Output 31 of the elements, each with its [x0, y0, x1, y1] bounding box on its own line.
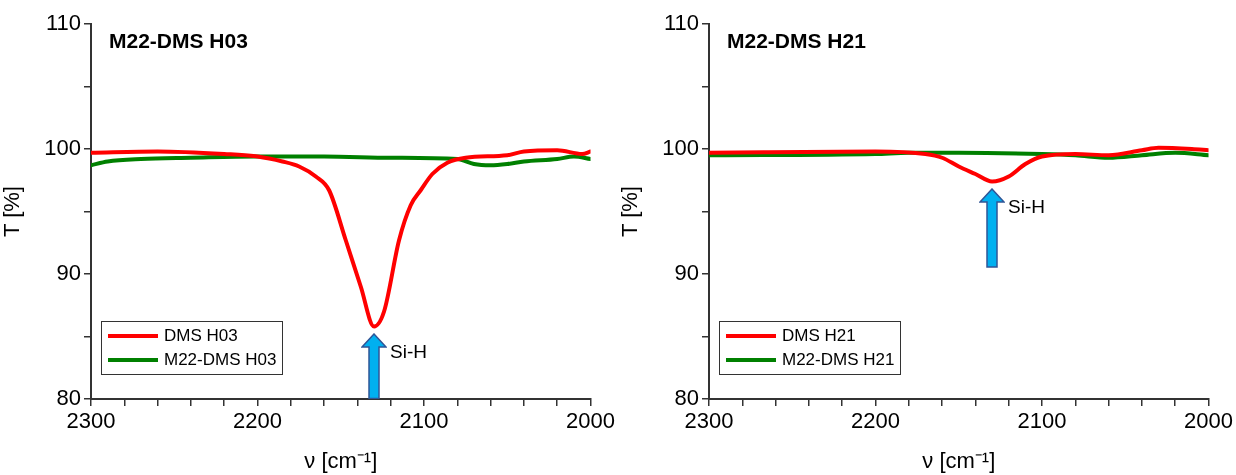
y-tick-label: 90 [674, 260, 699, 286]
x-tick-label: 2000 [1184, 408, 1234, 434]
y-tick-label: 90 [56, 260, 81, 286]
x-tick-label: 2300 [684, 408, 734, 434]
legend-label: M22-DMS H21 [782, 350, 895, 370]
y-tick-label: 80 [674, 385, 699, 411]
x-axis-title: ν [cm⁻¹] [922, 447, 996, 473]
chart-title: M22-DMS H03 [109, 29, 248, 53]
legend-label: DMS H03 [164, 326, 238, 346]
y-tick-label: 110 [663, 10, 699, 36]
x-tick-label: 2100 [399, 408, 449, 434]
x-tick-label: 2200 [851, 408, 900, 434]
line-series [709, 145, 1209, 184]
y-tick-label: 80 [56, 385, 81, 411]
chart-title: M22-DMS H21 [727, 29, 867, 53]
y-tick-label: 110 [45, 10, 81, 36]
line-series [91, 154, 591, 168]
annotation: Si-H [1008, 195, 1046, 218]
annotation: Si-H [390, 340, 428, 363]
y-tick-label: 100 [662, 135, 699, 161]
x-tick-label: 2300 [66, 408, 116, 434]
y-axis-title: T [%] [617, 186, 643, 237]
x-tick-label: 2000 [566, 408, 616, 434]
y-tick-label: 100 [44, 135, 81, 161]
line-series [91, 148, 591, 329]
x-tick-label: 2100 [1017, 408, 1067, 434]
y-axis-title: T [%] [0, 186, 25, 237]
x-axis-title: ν [cm⁻¹] [304, 447, 378, 473]
x-tick-label: 2200 [233, 408, 282, 434]
legend-label: DMS H21 [782, 326, 856, 346]
legend-label: M22-DMS H03 [164, 350, 277, 370]
